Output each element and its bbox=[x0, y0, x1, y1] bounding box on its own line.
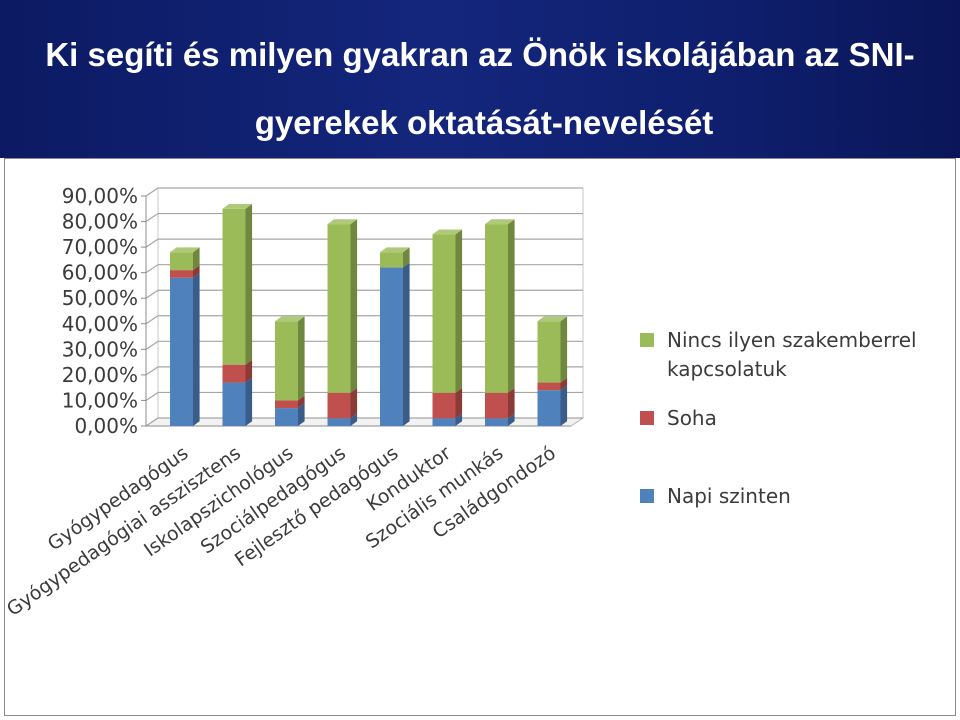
bar-segment-side bbox=[560, 385, 568, 426]
bar-segment-side bbox=[350, 219, 358, 393]
bar-segment-side bbox=[193, 247, 200, 271]
slide-header: Ki segíti és milyen gyakran az Önök isko… bbox=[0, 0, 960, 158]
bar-segment-side bbox=[245, 359, 253, 383]
chart-floor bbox=[144, 417, 585, 427]
bar-segment bbox=[222, 364, 246, 383]
bar-top-cap bbox=[275, 316, 305, 322]
y-tick-label: 30,00% bbox=[62, 337, 138, 361]
bar-segment-side bbox=[455, 413, 463, 426]
bar-segment-side bbox=[455, 229, 463, 393]
bar-segment-side bbox=[403, 262, 410, 426]
bar-segment-side bbox=[298, 316, 305, 401]
bar-segment bbox=[327, 392, 351, 419]
bar-segment-side bbox=[560, 377, 568, 391]
bar-top-cap bbox=[485, 219, 515, 225]
bar-segment-side bbox=[245, 203, 253, 365]
bar-segment bbox=[485, 392, 508, 419]
bar-segment bbox=[432, 418, 456, 426]
bar-segment bbox=[327, 418, 351, 426]
bar-segment bbox=[170, 270, 193, 278]
bar-segment-side bbox=[508, 219, 515, 393]
y-tick-label: 60,00% bbox=[62, 261, 138, 285]
bar-segment bbox=[485, 418, 508, 426]
y-tick-label: 20,00% bbox=[62, 363, 138, 387]
bar-segment bbox=[327, 224, 351, 393]
bar-segment-side bbox=[455, 387, 463, 419]
gridline bbox=[145, 212, 583, 223]
bar-segment bbox=[380, 252, 403, 268]
bar-segment-side bbox=[350, 413, 358, 426]
y-tick-label: 10,00% bbox=[62, 388, 138, 412]
bar-segment-side bbox=[245, 377, 253, 426]
bar-segment-side bbox=[298, 403, 305, 426]
bar-top-cap bbox=[170, 247, 200, 253]
legend-label: Nincs ilyen szakemberrel bbox=[667, 328, 917, 352]
bar-segment-side bbox=[298, 395, 305, 409]
bar-segment bbox=[485, 224, 508, 393]
bar-top-cap bbox=[327, 219, 358, 225]
chart-back-wall bbox=[157, 187, 584, 419]
bar-segment bbox=[170, 252, 193, 271]
slide-title-line-2: gyerekek oktatását-nevelését bbox=[254, 104, 714, 141]
y-tick-label: 70,00% bbox=[62, 235, 138, 259]
legend-swatch bbox=[640, 411, 654, 425]
bar-segment bbox=[275, 321, 298, 401]
bar-segment bbox=[275, 408, 298, 426]
bar-segment bbox=[170, 277, 193, 426]
bar-segment bbox=[222, 382, 246, 426]
bar-segment-side bbox=[403, 247, 410, 268]
bar-top-cap bbox=[537, 316, 568, 322]
slide-title-line-1: Ki segíti és milyen gyakran az Önök isko… bbox=[45, 36, 915, 73]
bar-segment bbox=[537, 321, 561, 383]
bar-segment-side bbox=[193, 272, 200, 426]
bar-segment-side bbox=[560, 316, 568, 383]
bar-top-cap bbox=[380, 247, 410, 253]
bar-segment-side bbox=[350, 387, 358, 419]
bar-segment bbox=[537, 382, 561, 391]
bar-segment-side bbox=[193, 265, 200, 278]
bar-segment bbox=[432, 234, 456, 393]
legend-swatch bbox=[640, 333, 654, 347]
bar-segment-side bbox=[508, 413, 515, 426]
bar-segment bbox=[432, 392, 456, 419]
gridline bbox=[145, 187, 583, 197]
legend-label: kapcsolatuk bbox=[667, 357, 787, 381]
bar-segment-side bbox=[508, 387, 515, 419]
y-tick-label: 40,00% bbox=[62, 312, 138, 336]
legend-label: Napi szinten bbox=[667, 484, 791, 508]
bar-segment bbox=[537, 390, 561, 426]
bar-top-cap bbox=[222, 203, 253, 209]
y-tick-label: 0,00% bbox=[74, 414, 138, 438]
bar-top-cap bbox=[432, 229, 463, 235]
legend-swatch bbox=[640, 489, 654, 503]
bar-segment bbox=[222, 208, 246, 365]
legend-label: Soha bbox=[667, 406, 717, 430]
y-tick-label: 50,00% bbox=[62, 286, 138, 310]
y-tick-label: 80,00% bbox=[62, 210, 138, 234]
y-tick-label: 90,00% bbox=[62, 184, 138, 208]
bar-segment bbox=[275, 400, 298, 409]
bar-segment bbox=[380, 267, 403, 426]
